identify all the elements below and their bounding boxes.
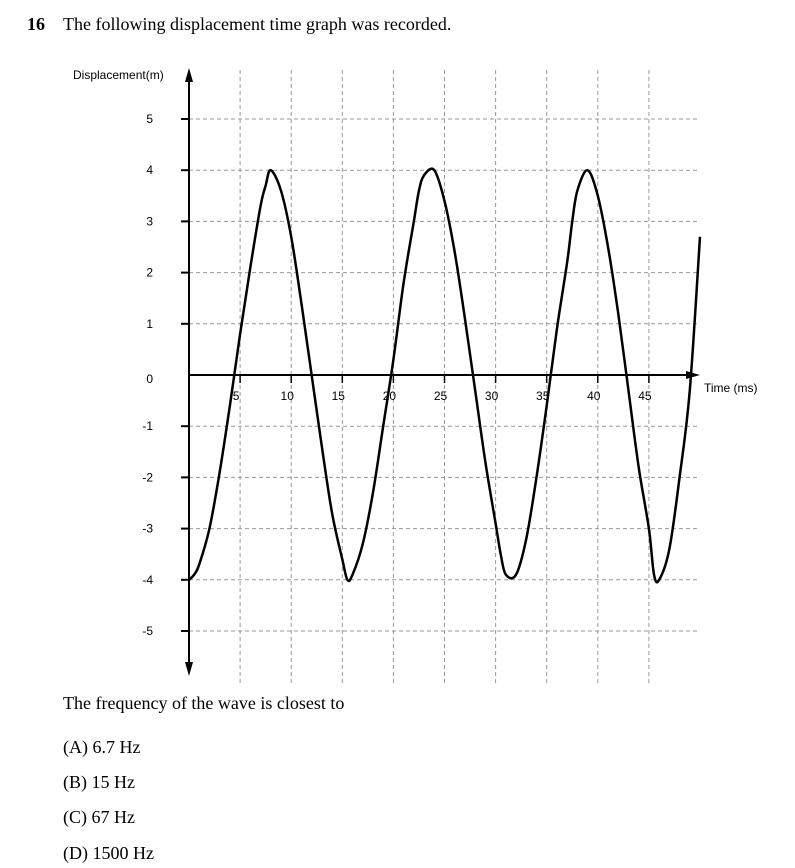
option-a[interactable]: (A) 6.7 Hz: [63, 737, 141, 757]
y-tick-label: -5: [142, 624, 153, 638]
x-tick-label: 45: [638, 389, 652, 403]
y-tick-label: 2: [146, 266, 153, 280]
question-text: The following displacement time graph wa…: [63, 14, 452, 34]
y-tick-label: -2: [142, 470, 153, 484]
y-tick-label: 5: [146, 112, 153, 126]
x-axis-label: Time (ms): [704, 381, 758, 395]
y-axis-arrow-down: [185, 662, 193, 676]
question-number: 16: [27, 14, 45, 34]
y-tick-label: 0: [146, 372, 153, 386]
x-tick-label: 30: [485, 389, 499, 403]
x-tick-label: 25: [434, 389, 448, 403]
option-d[interactable]: (D) 1500 Hz: [63, 843, 154, 863]
option-b[interactable]: (B) 15 Hz: [63, 772, 135, 792]
y-tick-label: -3: [142, 522, 153, 536]
x-axis-arrow: [686, 371, 700, 379]
y-tick-label: 1: [146, 317, 153, 331]
y-tick-label: 4: [146, 163, 153, 177]
x-tick-label: 40: [587, 389, 601, 403]
x-tick-label: 10: [281, 389, 295, 403]
y-tick-label: -4: [142, 573, 153, 587]
y-tick-label: 3: [146, 214, 153, 228]
x-tick-label: 15: [332, 389, 346, 403]
question-stem: The frequency of the wave is closest to: [63, 693, 345, 713]
y-axis-arrow-up: [185, 68, 193, 82]
option-c[interactable]: (C) 67 Hz: [63, 807, 135, 827]
x-tick-label: 5: [233, 389, 240, 403]
displacement-waveform: [188, 167, 702, 584]
y-tick-label: -1: [142, 419, 153, 433]
y-axis-label: Displacement(m): [73, 68, 164, 82]
